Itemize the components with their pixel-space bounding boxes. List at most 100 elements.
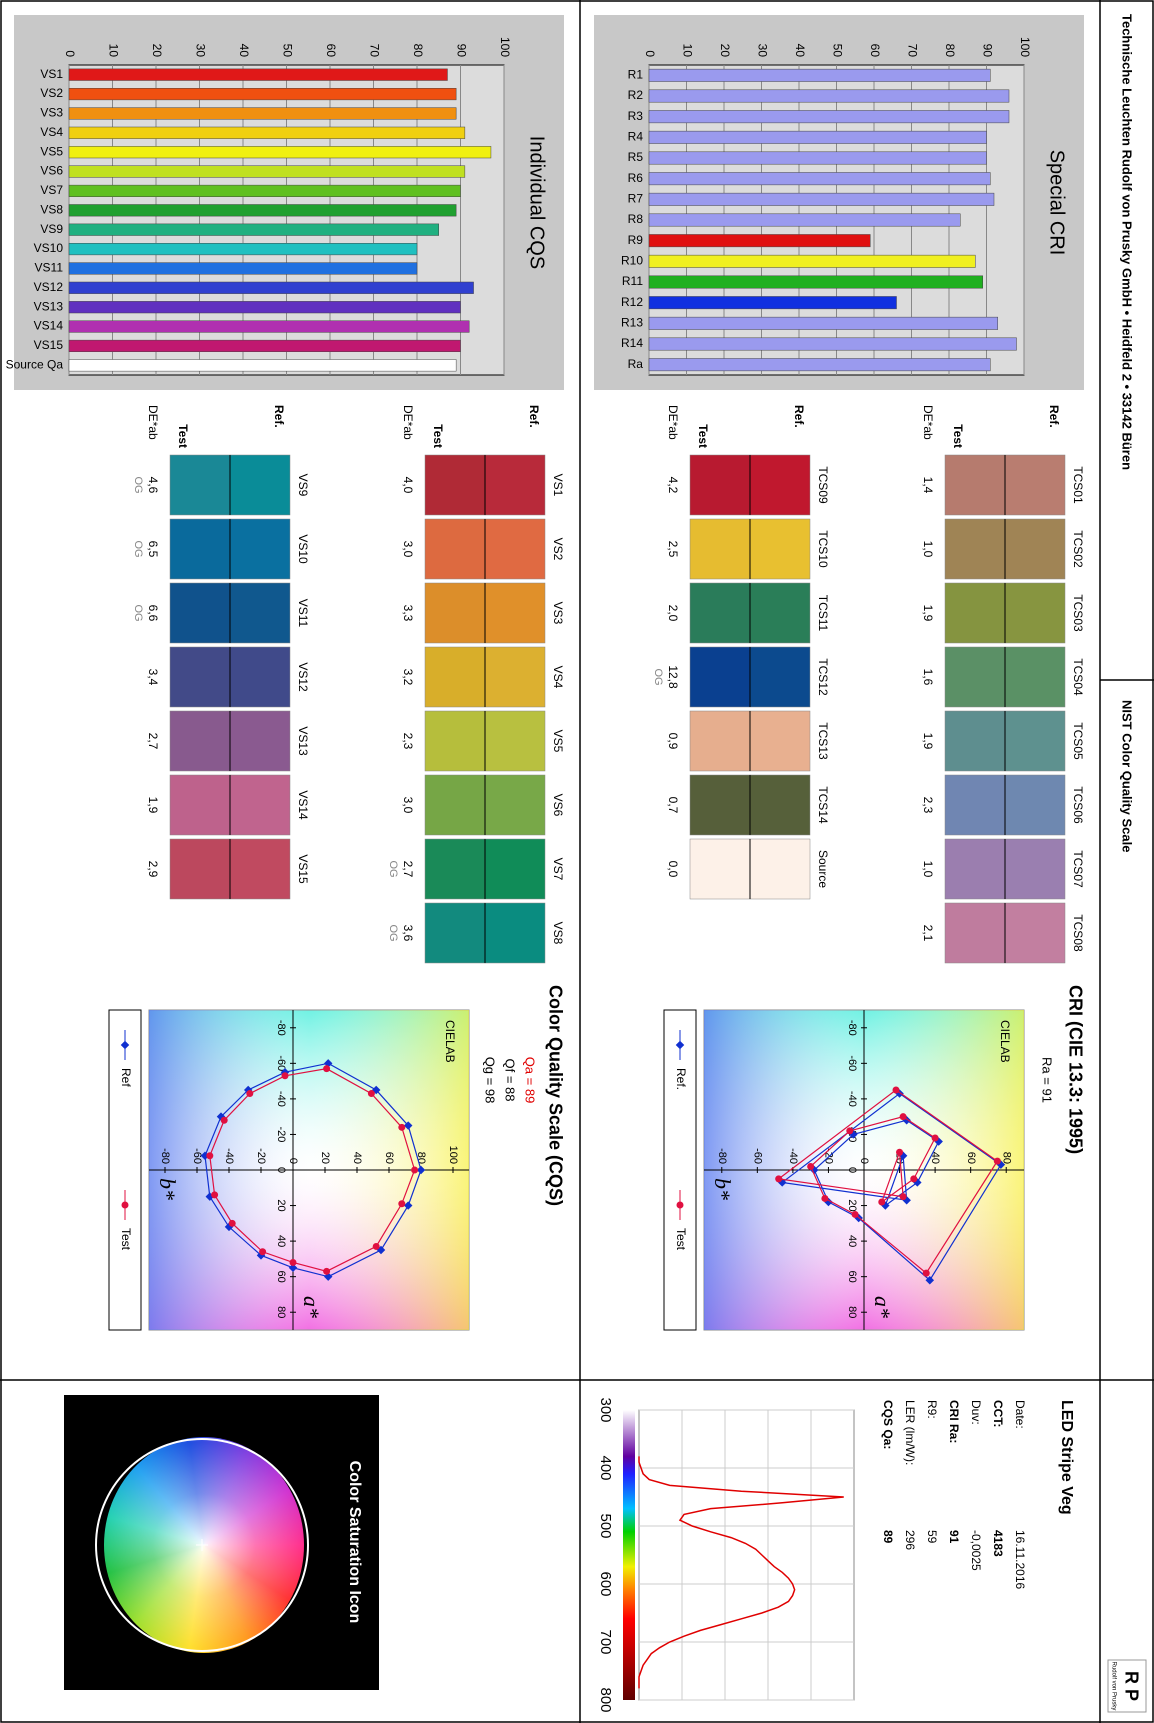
delta-e: 2,0	[666, 605, 680, 622]
delta-e: 1,9	[921, 605, 935, 622]
x-tick-label: R3	[628, 109, 644, 123]
bar	[648, 316, 998, 330]
summary: Qf = 88	[503, 1059, 518, 1102]
swatch-ref	[1004, 646, 1066, 708]
row-label: DE*ab	[666, 405, 680, 440]
y-tick-label: 60	[324, 44, 338, 58]
x-tick-label: 700	[597, 1629, 614, 1654]
delta-e: 1,0	[921, 541, 935, 558]
axis-label: b*	[155, 1178, 180, 1200]
y-tick-label: 50	[830, 44, 844, 58]
marker	[228, 1219, 236, 1227]
delta-e: 2,5	[666, 541, 680, 558]
company: Technische Leuchten Rudolf von Prusky Gm…	[1120, 14, 1135, 470]
bar	[68, 320, 470, 333]
x-tick-label: 80	[846, 1306, 858, 1318]
bar	[68, 243, 418, 256]
marker	[851, 1210, 859, 1218]
delta-e: 1,6	[921, 669, 935, 686]
delta-e: 6,6	[146, 605, 160, 622]
wavelength-bar	[623, 1410, 635, 1700]
y-tick-label: 10	[680, 44, 694, 58]
axis-label: b*	[710, 1178, 735, 1200]
x-tick-label: Ra	[628, 357, 644, 371]
marker	[416, 1165, 426, 1175]
swatch-name: VS4	[551, 666, 565, 689]
info-label: CRI Ra:	[947, 1400, 961, 1443]
marker	[821, 1194, 829, 1202]
bar	[68, 184, 461, 197]
y-tick-label: 40	[929, 1152, 941, 1164]
info-label: CCT:	[991, 1400, 1005, 1427]
summary: Qa = 89	[523, 1057, 538, 1104]
swatch-name: VS14	[296, 790, 310, 820]
x-tick-label: 0	[275, 1167, 287, 1173]
y-tick-label: 80	[943, 44, 957, 58]
info-value: 296	[903, 1530, 917, 1550]
swatch-ref	[1004, 454, 1066, 516]
delta-e: 3,2	[401, 669, 415, 686]
swatch-ref	[749, 518, 811, 580]
bar	[648, 172, 991, 186]
swatch-ref	[229, 710, 291, 772]
bar	[648, 254, 976, 268]
info-value: 4183	[991, 1530, 1005, 1557]
swatch-name: VS13	[296, 726, 310, 756]
x-tick-label: 40	[846, 1235, 858, 1247]
swatch-ref	[229, 518, 291, 580]
swatch-test	[944, 774, 1006, 836]
row-label: Ref.	[792, 405, 806, 428]
x-tick-label: VS8	[40, 202, 63, 216]
delta-e: 4,0	[401, 477, 415, 494]
swatch-ref	[229, 774, 291, 836]
marker	[993, 1157, 1001, 1165]
x-tick-label: R12	[621, 295, 643, 309]
y-tick-label: -80	[159, 1148, 171, 1164]
logo: R P	[1121, 1671, 1141, 1701]
marker	[211, 1191, 219, 1199]
x-tick-label: 60	[846, 1271, 858, 1283]
bar	[68, 107, 457, 120]
y-tick-label: -80	[716, 1148, 728, 1164]
logo-box	[1107, 1659, 1147, 1713]
delta-e: 3,0	[401, 797, 415, 814]
swatch-test	[169, 646, 231, 708]
info-label: R9:	[925, 1400, 939, 1419]
y-tick-label: 0	[63, 50, 77, 57]
y-tick-label: 20	[718, 44, 732, 58]
delta-e: 0,9	[666, 733, 680, 750]
swatch-test	[424, 518, 486, 580]
summary: Qg = 98	[483, 1057, 498, 1104]
delta-e: 4,2	[666, 477, 680, 494]
bar	[68, 262, 418, 275]
bar	[68, 68, 448, 81]
row-label: DE*ab	[921, 405, 935, 440]
row-label: DE*ab	[146, 405, 160, 440]
y-tick-label: 0	[643, 50, 657, 57]
x-tick-label: VS2	[40, 86, 63, 100]
y-tick-label: 60	[868, 44, 882, 58]
marker	[220, 1116, 228, 1124]
y-tick-label: 80	[411, 44, 425, 58]
x-tick-label: VS6	[40, 164, 63, 178]
marker	[121, 1201, 129, 1209]
swatch-ref	[229, 582, 291, 644]
marker	[206, 1152, 214, 1160]
marker	[246, 1090, 254, 1098]
delta-e: 1,9	[921, 733, 935, 750]
x-tick-label: VS7	[40, 183, 63, 197]
info-label: Date:	[1013, 1400, 1027, 1429]
marker	[807, 1162, 815, 1170]
marker	[120, 1040, 130, 1050]
axis-label: a*	[870, 1296, 895, 1318]
bar	[648, 234, 871, 248]
info-value: 59	[925, 1530, 939, 1544]
bar	[648, 358, 991, 372]
swatch-name: TCS13	[816, 722, 830, 760]
swatch-test	[944, 518, 1006, 580]
swatch-name: VS8	[551, 922, 565, 945]
x-tick-label: R4	[628, 130, 644, 144]
swatch-ref	[484, 838, 546, 900]
swatch-name: VS1	[551, 474, 565, 497]
